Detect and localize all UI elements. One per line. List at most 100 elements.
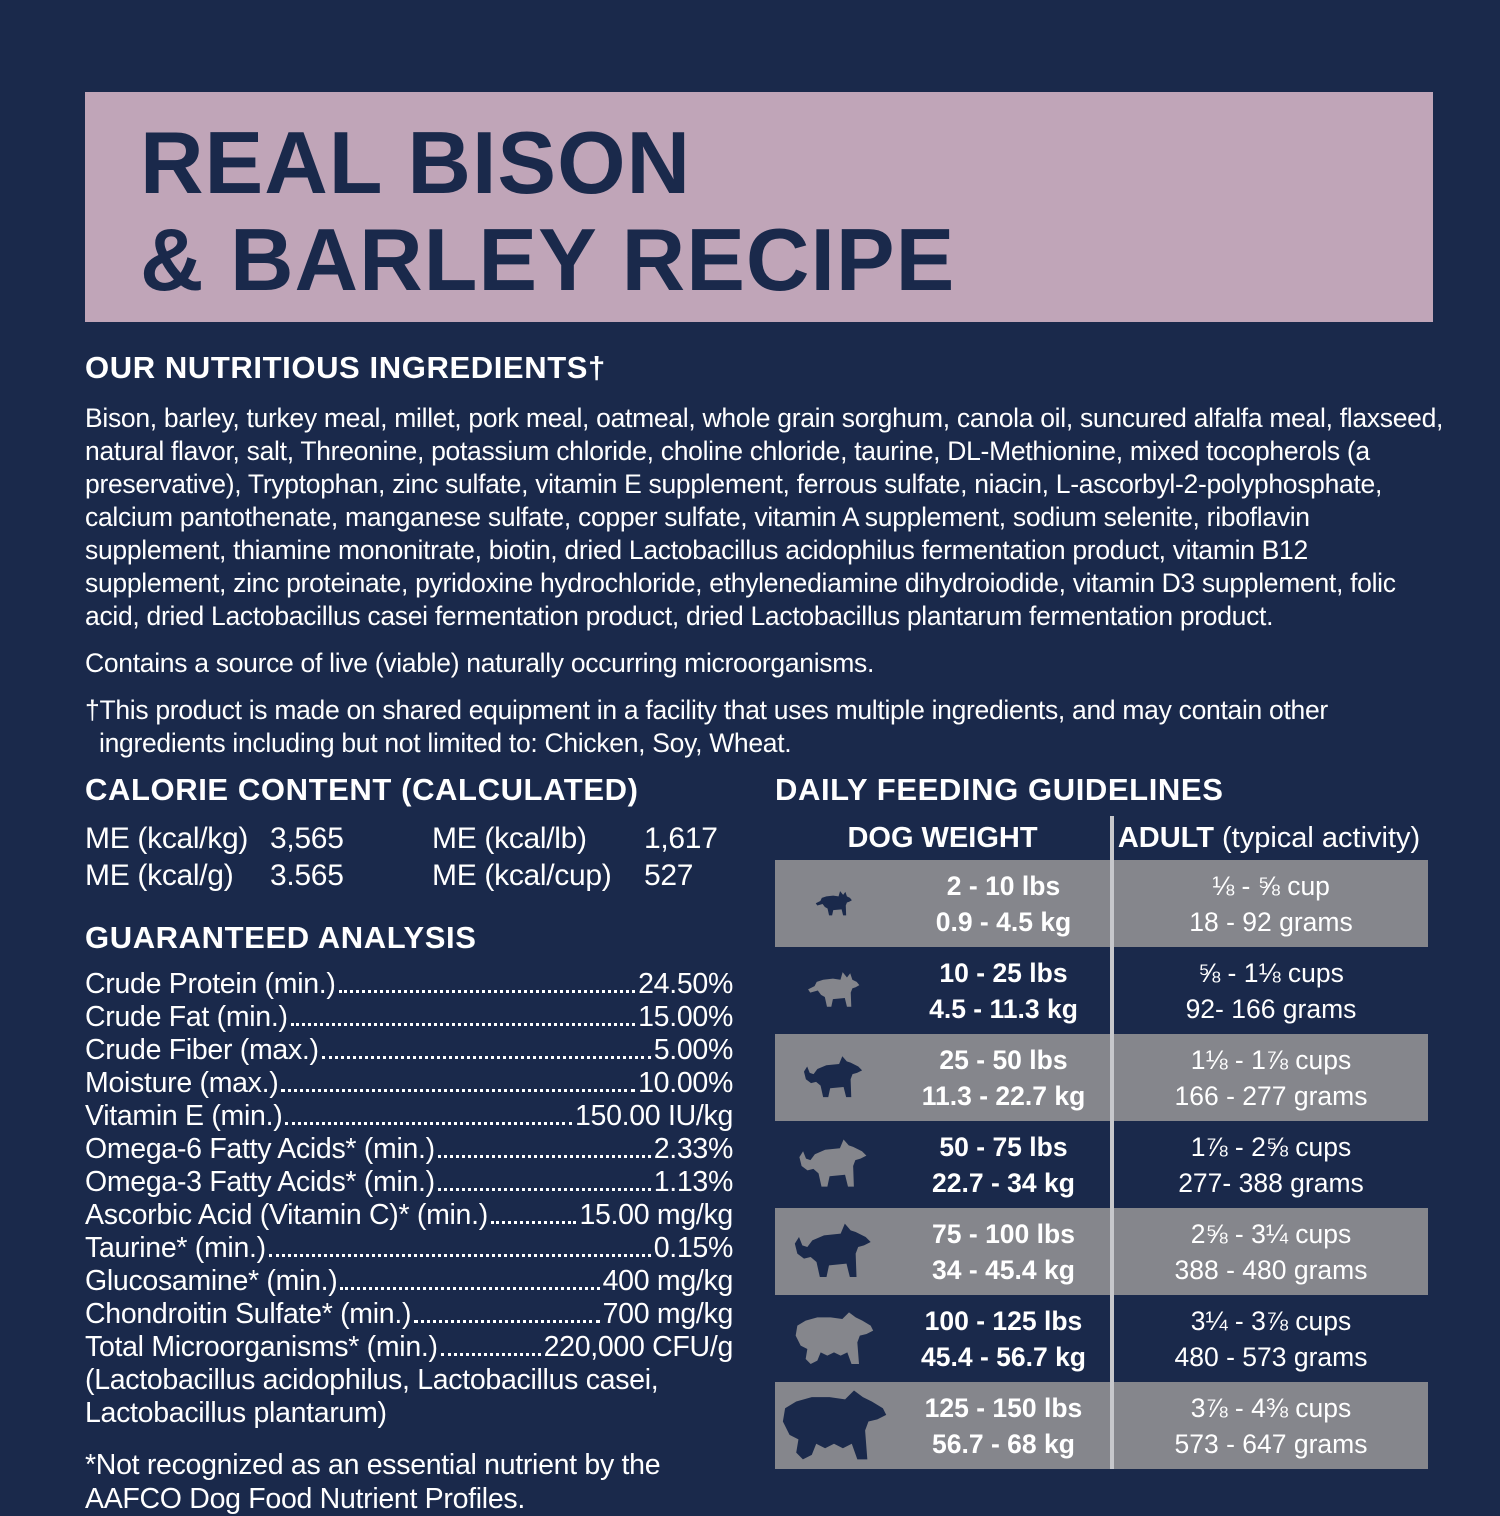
ga-label: Moisture (max.) [85,1067,279,1099]
ga-value: 0.15% [653,1232,734,1264]
ga-label: Crude Fat (min.) [85,1001,288,1033]
feeding-amount-cell: 1⅞ - 2⅝ cups 277- 388 grams [1114,1121,1428,1208]
weight-kg: 0.9 - 4.5 kg [935,906,1072,937]
dot-leader [340,1287,600,1290]
ga-label: Vitamin E (min.) [85,1100,283,1132]
calorie-label: ME (kcal/cup) [432,859,612,892]
ga-value: 15.00 mg/kg [579,1199,733,1231]
dot-leader [285,1122,572,1125]
newfoundland-icon [775,1386,893,1466]
weight-range: 2 - 10 lbs 0.9 - 4.5 kg [893,868,1114,940]
feeding-amount-cell: 1⅛ - 1⅞ cups 166 - 277 grams [1114,1034,1428,1121]
analysis-column: CALORIE CONTENT (CALCULATED) ME (kcal/kg… [85,772,733,1516]
weight-range: 75 - 100 lbs 34 - 45.4 kg [893,1216,1114,1288]
feeding-guidelines-section: DAILY FEEDING GUIDELINES DOG WEIGHT ADUL… [775,772,1428,1469]
weight-lbs: 100 - 125 lbs [924,1305,1083,1336]
ga-value: 400 mg/kg [602,1265,734,1297]
ga-label: Omega-3 Fatty Acids* (min.) [85,1166,435,1198]
feeding-guidelines-heading: DAILY FEEDING GUIDELINES [775,772,1224,807]
recipe-header-banner: REAL BISON & BARLEY RECIPE [85,92,1433,322]
feeding-amount-cell: 3¼ - 3⅞ cups 480 - 573 grams [1114,1295,1428,1382]
ga-label: Ascorbic Acid (Vitamin C)* (min.) [85,1199,488,1231]
calorie-label: ME (kcal/g) [85,859,234,892]
weight-kg: 56.7 - 68 kg [932,1428,1075,1459]
weight-range: 100 - 125 lbs 45.4 - 56.7 kg [893,1303,1114,1375]
ga-label: Chondroitin Sulfate* (min.) [85,1298,412,1330]
typical-activity-label: (typical activity) [1213,821,1421,854]
weight-lbs: 25 - 50 lbs [939,1044,1068,1075]
calorie-label: ME (kcal/kg) [85,822,249,855]
feeding-guidelines-table: DOG WEIGHT ADULT (typical activity) 2 - … [775,816,1428,1469]
dog-weight-cell: 75 - 100 lbs 34 - 45.4 kg [775,1208,1114,1295]
feeding-row-2-10-lbs: 2 - 10 lbs 0.9 - 4.5 kg ⅛ - ⅝ cup 18 - 92 … [775,860,1428,947]
ga-row: Chondroitin Sulfate* (min.) 700 mg/kg [85,1298,733,1331]
ga-row: Crude Fiber (max.) 5.00% [85,1034,733,1067]
weight-range: 125 - 150 lbs 56.7 - 68 kg [893,1390,1114,1462]
ga-row: Taurine* (min.) 0.15% [85,1232,733,1265]
recipe-title: REAL BISON & BARLEY RECIPE [85,92,1433,308]
weight-kg: 11.3 - 22.7 kg [921,1080,1086,1111]
ingredients-heading: OUR NUTRITIOUS INGREDIENTS† [85,350,606,385]
amount-grams: 388 - 480 grams [1174,1254,1368,1285]
dog-weight-cell: 2 - 10 lbs 0.9 - 4.5 kg [775,860,1114,947]
ga-value: 220,000 CFU/g [543,1331,734,1363]
calorie-content-table: ME (kcal/kg) 3,565 ME (kcal/lb) 1,617 ME… [85,820,733,894]
feeding-row-125-150-lbs: 125 - 150 lbs 56.7 - 68 kg 3⅞ - 4⅜ cups 57… [775,1382,1428,1469]
amount-grams: 166 - 277 grams [1174,1080,1368,1111]
weight-kg: 22.7 - 34 kg [932,1167,1075,1198]
dot-leader [440,1353,541,1356]
amount-cups: ⅝ - 1⅛ cups [1198,957,1344,988]
guaranteed-analysis-table: Crude Protein (min.) 24.50% Crude Fat (mi… [85,968,733,1430]
dog-weight-cell: 25 - 50 lbs 11.3 - 22.7 kg [775,1034,1114,1121]
recipe-title-line2: & BARLEY RECIPE [140,210,956,309]
amount-cups: 3¼ - 3⅞ cups [1190,1305,1352,1336]
ga-value: 24.50% [638,968,733,1000]
weight-range: 25 - 50 lbs 11.3 - 22.7 kg [893,1042,1114,1114]
calorie-value: 3,565 [270,822,344,855]
calorie-content-heading: CALORIE CONTENT (CALCULATED) [85,772,639,807]
weight-kg: 4.5 - 11.3 kg [929,993,1078,1024]
ga-row: Crude Fat (min.) 15.00% [85,1001,733,1034]
shared-equipment-disclaimer: †This product is made on shared equipmen… [85,695,1328,758]
french-bulldog-icon [775,971,893,1010]
amount-cups: 1⅛ - 1⅞ cups [1190,1044,1352,1075]
feeding-row-25-50-lbs: 25 - 50 lbs 11.3 - 22.7 kg 1⅛ - 1⅞ cups 16… [775,1034,1428,1121]
ga-row: Total Microorganisms* (min.) 220,000 CFU/… [85,1331,733,1364]
guaranteed-analysis-heading: GUARANTEED ANALYSIS [85,920,477,955]
amount-cups: 2⅝ - 3¼ cups [1190,1218,1352,1249]
feeding-amount-cell: ⅛ - ⅝ cup 18 - 92 grams [1114,860,1428,947]
dog-weight-cell: 50 - 75 lbs 22.7 - 34 kg [775,1121,1114,1208]
amount-cups: ⅛ - ⅝ cup [1212,870,1330,901]
dot-leader [290,1023,636,1026]
dot-leader [437,1155,651,1158]
feeding-row-10-25-lbs: 10 - 25 lbs 4.5 - 11.3 kg ⅝ - 1⅛ cups 92- … [775,947,1428,1034]
ga-value: 10.00% [638,1067,733,1099]
chihuahua-icon [775,890,893,918]
dog-weight-column-header: DOG WEIGHT [847,821,1038,854]
weight-range: 10 - 25 lbs 4.5 - 11.3 kg [893,955,1114,1027]
feeding-table-header: DOG WEIGHT ADULT (typical activity) [775,816,1428,860]
ga-row: Omega-6 Fatty Acids* (min.) 2.33% [85,1133,733,1166]
ga-row: Glucosamine* (min.) 400 mg/kg [85,1265,733,1298]
weight-lbs: 75 - 100 lbs [932,1218,1075,1249]
ga-label: Crude Fiber (max.) [85,1034,319,1066]
ga-value: 1.13% [653,1166,734,1198]
feeding-row-50-75-lbs: 50 - 75 lbs 22.7 - 34 kg 1⅞ - 2⅝ cups 277-… [775,1121,1428,1208]
feeding-amount-cell: 2⅝ - 3¼ cups 388 - 480 grams [1114,1208,1428,1295]
ga-value: 700 mg/kg [602,1298,734,1330]
ga-value: 15.00% [638,1001,733,1033]
ga-label: Omega-6 Fatty Acids* (min.) [85,1133,435,1165]
ingredients-section: OUR NUTRITIOUS INGREDIENTS† Bison, barle… [85,350,1453,760]
feeding-row-100-125-lbs: 100 - 125 lbs 45.4 - 56.7 kg 3¼ - 3⅞ cups… [775,1295,1428,1382]
recipe-title-line1: REAL BISON [140,113,692,212]
amount-grams: 480 - 573 grams [1174,1341,1368,1372]
husky-icon [775,1055,893,1101]
dot-leader [437,1188,651,1191]
amount-grams: 92- 166 grams [1185,993,1357,1024]
ga-row: Moisture (max.) 10.00% [85,1067,733,1100]
feeding-amount-cell: ⅝ - 1⅛ cups 92- 166 grams [1114,947,1428,1034]
ga-row: Crude Protein (min.) 24.50% [85,968,733,1001]
ga-row: Vitamin E (min.) 150.00 IU/kg [85,1100,733,1133]
table-column-divider [1110,816,1114,1469]
